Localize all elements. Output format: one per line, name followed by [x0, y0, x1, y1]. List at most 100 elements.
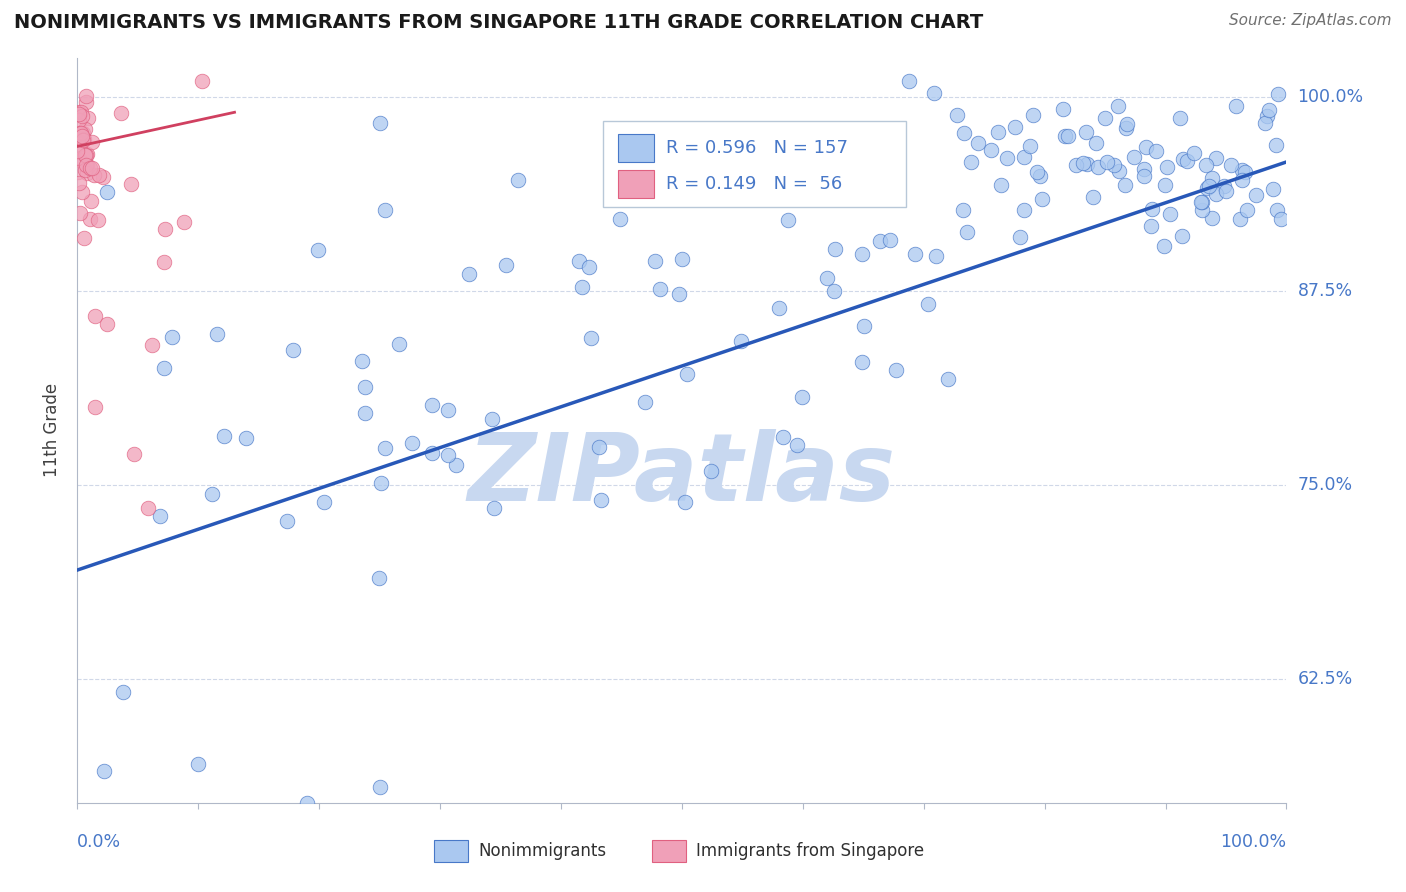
Point: [112, 685, 135, 699]
Point: [1071, 155, 1094, 169]
Point: [1057, 129, 1080, 144]
Point: [75, 147, 97, 161]
Point: [952, 126, 974, 140]
Point: [73, 162, 96, 177]
Point: [884, 362, 907, 376]
Point: [702, 160, 724, 174]
Point: [1244, 187, 1267, 202]
Point: [83, 310, 105, 324]
Text: 62.5%: 62.5%: [1298, 670, 1353, 688]
Point: [768, 301, 790, 316]
Point: [676, 368, 699, 382]
Point: [671, 252, 693, 266]
Point: [136, 500, 159, 515]
Point: [187, 757, 209, 772]
Point: [235, 431, 257, 445]
Point: [69, 127, 91, 141]
Point: [368, 780, 391, 795]
Point: [67, 165, 90, 179]
Y-axis label: 11th Grade: 11th Grade: [44, 384, 62, 477]
Point: [987, 125, 1010, 139]
FancyBboxPatch shape: [603, 121, 905, 207]
Point: [578, 260, 600, 275]
Point: [1031, 192, 1053, 206]
Point: [1265, 202, 1288, 217]
Point: [851, 355, 873, 369]
Point: [1254, 116, 1277, 130]
Point: [1201, 171, 1223, 186]
Point: [980, 143, 1002, 157]
Point: [152, 360, 174, 375]
Point: [207, 327, 229, 342]
Point: [1212, 179, 1234, 194]
Point: [76, 166, 98, 180]
Point: [67, 113, 90, 128]
Text: NONIMMIGRANTS VS IMMIGRANTS FROM SINGAPORE 11TH GRADE CORRELATION CHART: NONIMMIGRANTS VS IMMIGRANTS FROM SINGAPO…: [14, 13, 983, 32]
Point: [69, 126, 91, 140]
Point: [73, 131, 96, 145]
Point: [589, 492, 612, 507]
Point: [67, 152, 90, 166]
Point: [815, 270, 838, 285]
Point: [70, 109, 93, 123]
Point: [1140, 202, 1163, 217]
Point: [307, 243, 329, 257]
Point: [1054, 129, 1077, 144]
Point: [80, 194, 103, 209]
Point: [353, 406, 375, 420]
Point: [66, 145, 89, 159]
Point: [70, 128, 93, 143]
Point: [946, 108, 969, 122]
Point: [283, 343, 305, 357]
Point: [990, 178, 1012, 193]
Text: 100.0%: 100.0%: [1220, 833, 1286, 851]
Point: [995, 151, 1018, 165]
Point: [922, 86, 945, 100]
Point: [72, 133, 94, 147]
Point: [1198, 179, 1220, 194]
Point: [1115, 121, 1137, 136]
Point: [481, 412, 503, 426]
Point: [79, 212, 101, 227]
Point: [66, 126, 89, 140]
Point: [879, 233, 901, 247]
Point: [368, 116, 391, 130]
FancyBboxPatch shape: [434, 840, 468, 863]
Point: [1263, 182, 1285, 196]
Point: [1219, 158, 1241, 172]
Point: [1258, 103, 1281, 117]
Point: [160, 330, 183, 344]
Point: [1270, 212, 1292, 227]
Point: [67, 177, 90, 191]
Point: [1012, 202, 1035, 217]
Point: [70, 105, 93, 120]
Point: [1122, 150, 1144, 164]
Point: [1264, 138, 1286, 153]
Point: [849, 163, 872, 178]
Point: [644, 254, 666, 268]
Point: [1132, 161, 1154, 176]
Point: [76, 147, 98, 161]
Point: [75, 122, 97, 136]
Point: [786, 438, 808, 452]
Point: [853, 319, 876, 334]
Point: [84, 400, 107, 414]
Point: [966, 136, 988, 151]
Point: [790, 390, 813, 404]
Point: [276, 515, 298, 529]
Point: [67, 127, 90, 141]
Point: [1194, 158, 1216, 172]
Point: [609, 212, 631, 227]
Point: [568, 254, 591, 268]
Point: [772, 430, 794, 444]
Text: ZIPatlas: ZIPatlas: [468, 429, 896, 521]
Point: [1074, 125, 1097, 139]
Point: [69, 126, 91, 140]
Point: [1064, 158, 1087, 172]
Point: [588, 440, 610, 454]
Point: [1026, 165, 1049, 179]
Point: [634, 395, 657, 409]
Point: [508, 172, 530, 186]
Point: [352, 354, 374, 368]
Point: [1175, 154, 1198, 169]
